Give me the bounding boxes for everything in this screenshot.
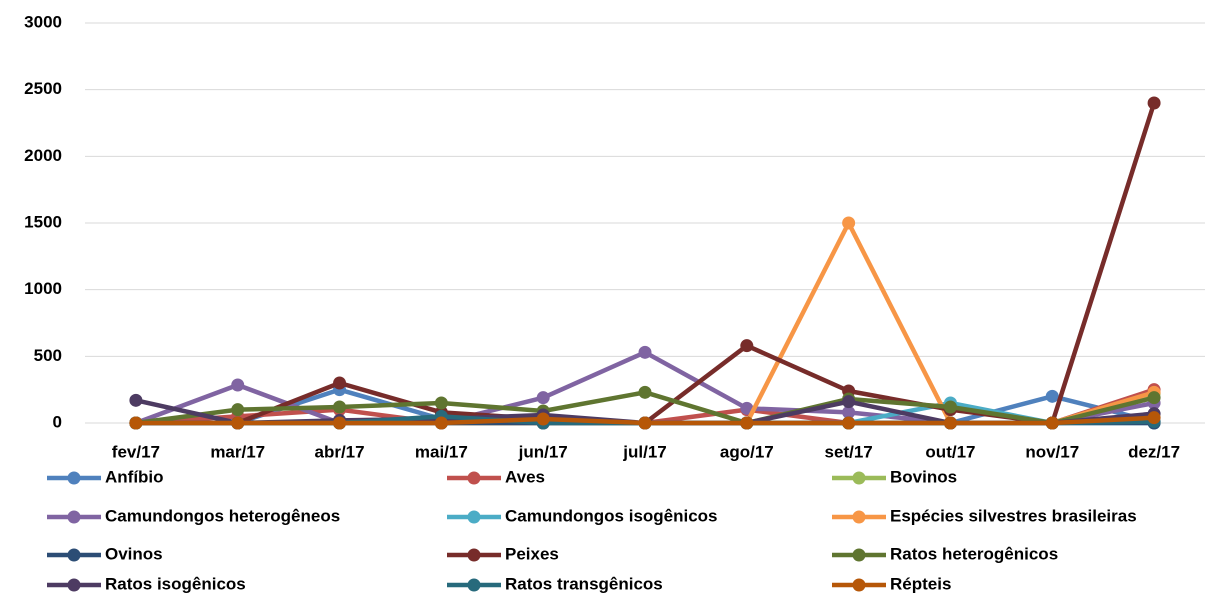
legend-marker	[852, 578, 866, 592]
series-marker	[231, 403, 245, 417]
series-marker	[536, 391, 550, 405]
y-tick-label: 500	[34, 346, 62, 365]
x-tick-label: nov/17	[1025, 442, 1079, 461]
y-tick-label: 1000	[24, 279, 62, 298]
x-tick-label: set/17	[825, 442, 873, 461]
series-marker	[1147, 411, 1161, 425]
series-marker	[231, 416, 245, 430]
series-marker	[1147, 391, 1161, 405]
legend-label: Bovinos	[890, 467, 957, 486]
series-marker	[129, 393, 143, 407]
series-marker	[638, 385, 652, 399]
legend-marker	[67, 548, 81, 562]
legend-marker	[67, 578, 81, 592]
legend-marker	[852, 548, 866, 562]
series-marker	[333, 376, 347, 390]
legend-label: Ovinos	[105, 544, 163, 563]
legend-marker	[852, 471, 866, 485]
series-line	[135, 102, 1157, 426]
x-tick-label: jul/17	[622, 442, 666, 461]
x-tick-label: dez/17	[1128, 442, 1180, 461]
legend-marker	[852, 510, 866, 524]
series-marker	[1045, 416, 1059, 430]
legend-label: Camundongos heterogêneos	[105, 506, 340, 525]
legend-label: Ratos transgênicos	[505, 574, 663, 593]
series-marker	[943, 416, 957, 430]
y-tick-label: 1500	[24, 212, 62, 231]
series-marker	[333, 400, 347, 414]
legend-marker	[67, 471, 81, 485]
series-marker	[333, 416, 347, 430]
series-marker	[1045, 389, 1059, 403]
series-marker	[1147, 96, 1161, 110]
x-tick-label: mar/17	[210, 442, 265, 461]
legend-marker	[467, 578, 481, 592]
legend-label: Répteis	[890, 574, 951, 593]
series-marker	[638, 345, 652, 359]
legend-label: Peixes	[505, 544, 559, 563]
legend-label: Ratos isogênicos	[105, 574, 246, 593]
x-tick-label: ago/17	[720, 442, 774, 461]
x-tick-label: out/17	[925, 442, 975, 461]
series-marker	[536, 412, 550, 426]
series-marker	[740, 416, 754, 430]
y-tick-label: 2500	[24, 79, 62, 98]
y-tick-label: 2000	[24, 146, 62, 165]
legend-label: Espécies silvestres brasileiras	[890, 506, 1137, 525]
series-marker	[842, 216, 856, 230]
series-marker	[842, 395, 856, 409]
legend-marker	[67, 510, 81, 524]
x-tick-label: abr/17	[314, 442, 364, 461]
legend-label: Aves	[505, 467, 545, 486]
x-tick-label: mai/17	[415, 442, 468, 461]
legend-marker	[467, 548, 481, 562]
y-tick-label: 3000	[24, 12, 62, 31]
legend-marker	[467, 510, 481, 524]
legend-label: Ratos heterogênicos	[890, 544, 1058, 563]
legend-marker	[467, 471, 481, 485]
legend-label: Camundongos isogênicos	[505, 506, 718, 525]
x-tick-label: fev/17	[112, 442, 160, 461]
series-marker	[740, 401, 754, 415]
y-tick-label: 0	[53, 412, 62, 431]
x-tick-label: jun/17	[518, 442, 568, 461]
series-marker	[434, 396, 448, 410]
series-marker	[842, 416, 856, 430]
series-marker	[129, 416, 143, 430]
series-marker	[943, 400, 957, 414]
series-marker	[434, 416, 448, 430]
legend-label: Anfíbio	[105, 467, 164, 486]
series-marker	[842, 405, 856, 419]
series-marker	[740, 339, 754, 353]
series-marker	[638, 416, 652, 430]
series-marker	[231, 378, 245, 392]
